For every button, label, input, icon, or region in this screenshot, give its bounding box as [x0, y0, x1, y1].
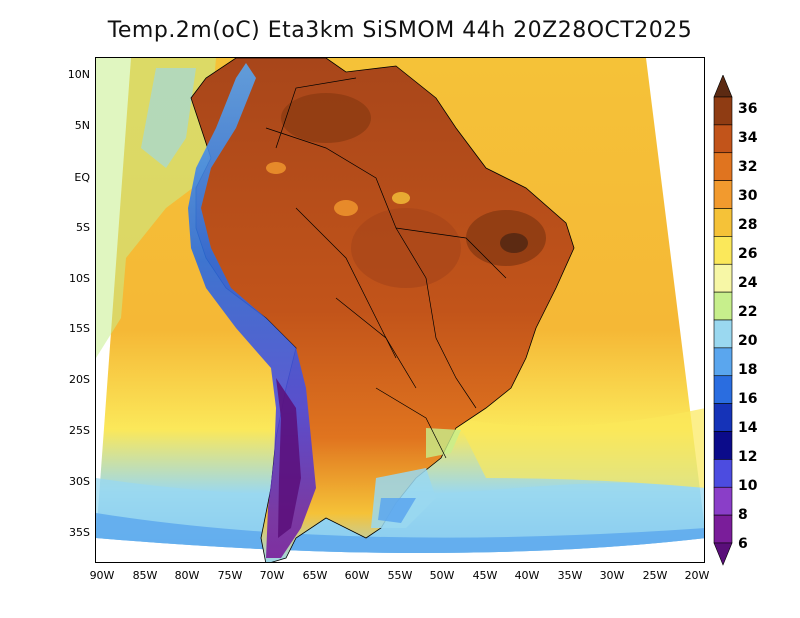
map-title: Temp.2m(oC) Eta3km SiSMOM 44h 20Z28OCT20…: [107, 18, 693, 43]
colorbar-swatch: [713, 208, 733, 237]
colorbar-swatch: [713, 319, 733, 349]
temperature-map: [96, 58, 704, 562]
colorbar-swatch: [713, 180, 733, 209]
lat-tick-label: 35S: [69, 526, 90, 539]
lon-tick-label: 65W: [302, 569, 328, 582]
colorbar-swatch: [713, 347, 733, 377]
colorbar: [713, 75, 733, 566]
lon-tick-label: 40W: [514, 569, 540, 582]
lon-tick-label: 60W: [344, 569, 370, 582]
colorbar-label: 30: [738, 188, 758, 204]
colorbar-label: 28: [738, 217, 758, 233]
lon-tick-label: 70W: [259, 569, 285, 582]
country-borders: [265, 77, 507, 459]
colorbar-swatch: [713, 403, 733, 432]
colorbar-bottom-arrow: [713, 542, 733, 566]
andes-high-peaks: [276, 378, 301, 538]
lon-tick-label: 90W: [89, 569, 115, 582]
colorbar-label: 10: [738, 478, 758, 494]
lon-tick-label: 20W: [684, 569, 710, 582]
central-hot-patch: [351, 208, 461, 288]
amazon-cooler-spot-3: [392, 192, 410, 204]
lon-tick-label: 30W: [599, 569, 625, 582]
lon-tick-label: 85W: [132, 569, 158, 582]
lon-tick-label: 45W: [472, 569, 498, 582]
colorbar-label: 18: [738, 362, 758, 378]
northeast-core-patch: [500, 233, 528, 253]
colorbar-label: 20: [738, 333, 758, 349]
colorbar-swatch: [713, 431, 733, 460]
lat-tick-label: 10N: [67, 68, 90, 81]
amazon-hot-patch: [281, 93, 371, 143]
colorbar-swatch: [713, 152, 733, 181]
lat-tick-label: 5N: [74, 119, 90, 132]
colorbar-label: 32: [738, 159, 758, 175]
colorbar-label: 12: [738, 449, 758, 465]
colorbar-label: 36: [738, 101, 758, 117]
colorbar-swatch: [713, 124, 733, 154]
southern-cone-cold: [378, 498, 416, 523]
colorbar-label: 22: [738, 304, 758, 320]
lat-tick-label: 15S: [69, 322, 90, 335]
colorbar-swatch: [713, 236, 733, 265]
lat-tick-label: 30S: [69, 475, 90, 488]
pacific-cold-band: [141, 68, 196, 168]
lon-tick-label: 50W: [429, 569, 455, 582]
colorbar-swatch: [713, 375, 733, 404]
colorbar-label: 16: [738, 391, 758, 407]
lat-tick-label: 5S: [76, 221, 90, 234]
colorbar-swatch: [713, 459, 733, 488]
colorbar-label: 34: [738, 130, 758, 146]
colorbar-swatch: [713, 514, 733, 544]
colorbar-swatch: [713, 291, 733, 321]
atlantic-yellow-band: [456, 408, 704, 488]
colorbar-label: 6: [738, 536, 748, 552]
colorbar-swatch: [713, 486, 733, 516]
amazon-cooler-spot-1: [334, 200, 358, 216]
colorbar-label: 24: [738, 275, 758, 291]
lon-tick-label: 80W: [174, 569, 200, 582]
colorbar-label: 8: [738, 507, 748, 523]
lon-tick-label: 55W: [387, 569, 413, 582]
lat-tick-label: 20S: [69, 373, 90, 386]
lon-tick-label: 75W: [217, 569, 243, 582]
lat-tick-label: EQ: [74, 171, 90, 184]
lon-tick-label: 35W: [557, 569, 583, 582]
southern-cold-band: [96, 513, 704, 553]
colorbar-swatch: [713, 263, 733, 293]
lon-tick-label: 25W: [642, 569, 668, 582]
map-frame: [95, 57, 705, 563]
lat-tick-label: 10S: [69, 272, 90, 285]
colorbar-top-arrow: [713, 75, 733, 98]
colorbar-label: 14: [738, 420, 758, 436]
amazon-cooler-spot-2: [266, 162, 286, 174]
colorbar-swatch: [713, 96, 733, 126]
colorbar-label: 26: [738, 246, 758, 262]
lat-tick-label: 25S: [69, 424, 90, 437]
